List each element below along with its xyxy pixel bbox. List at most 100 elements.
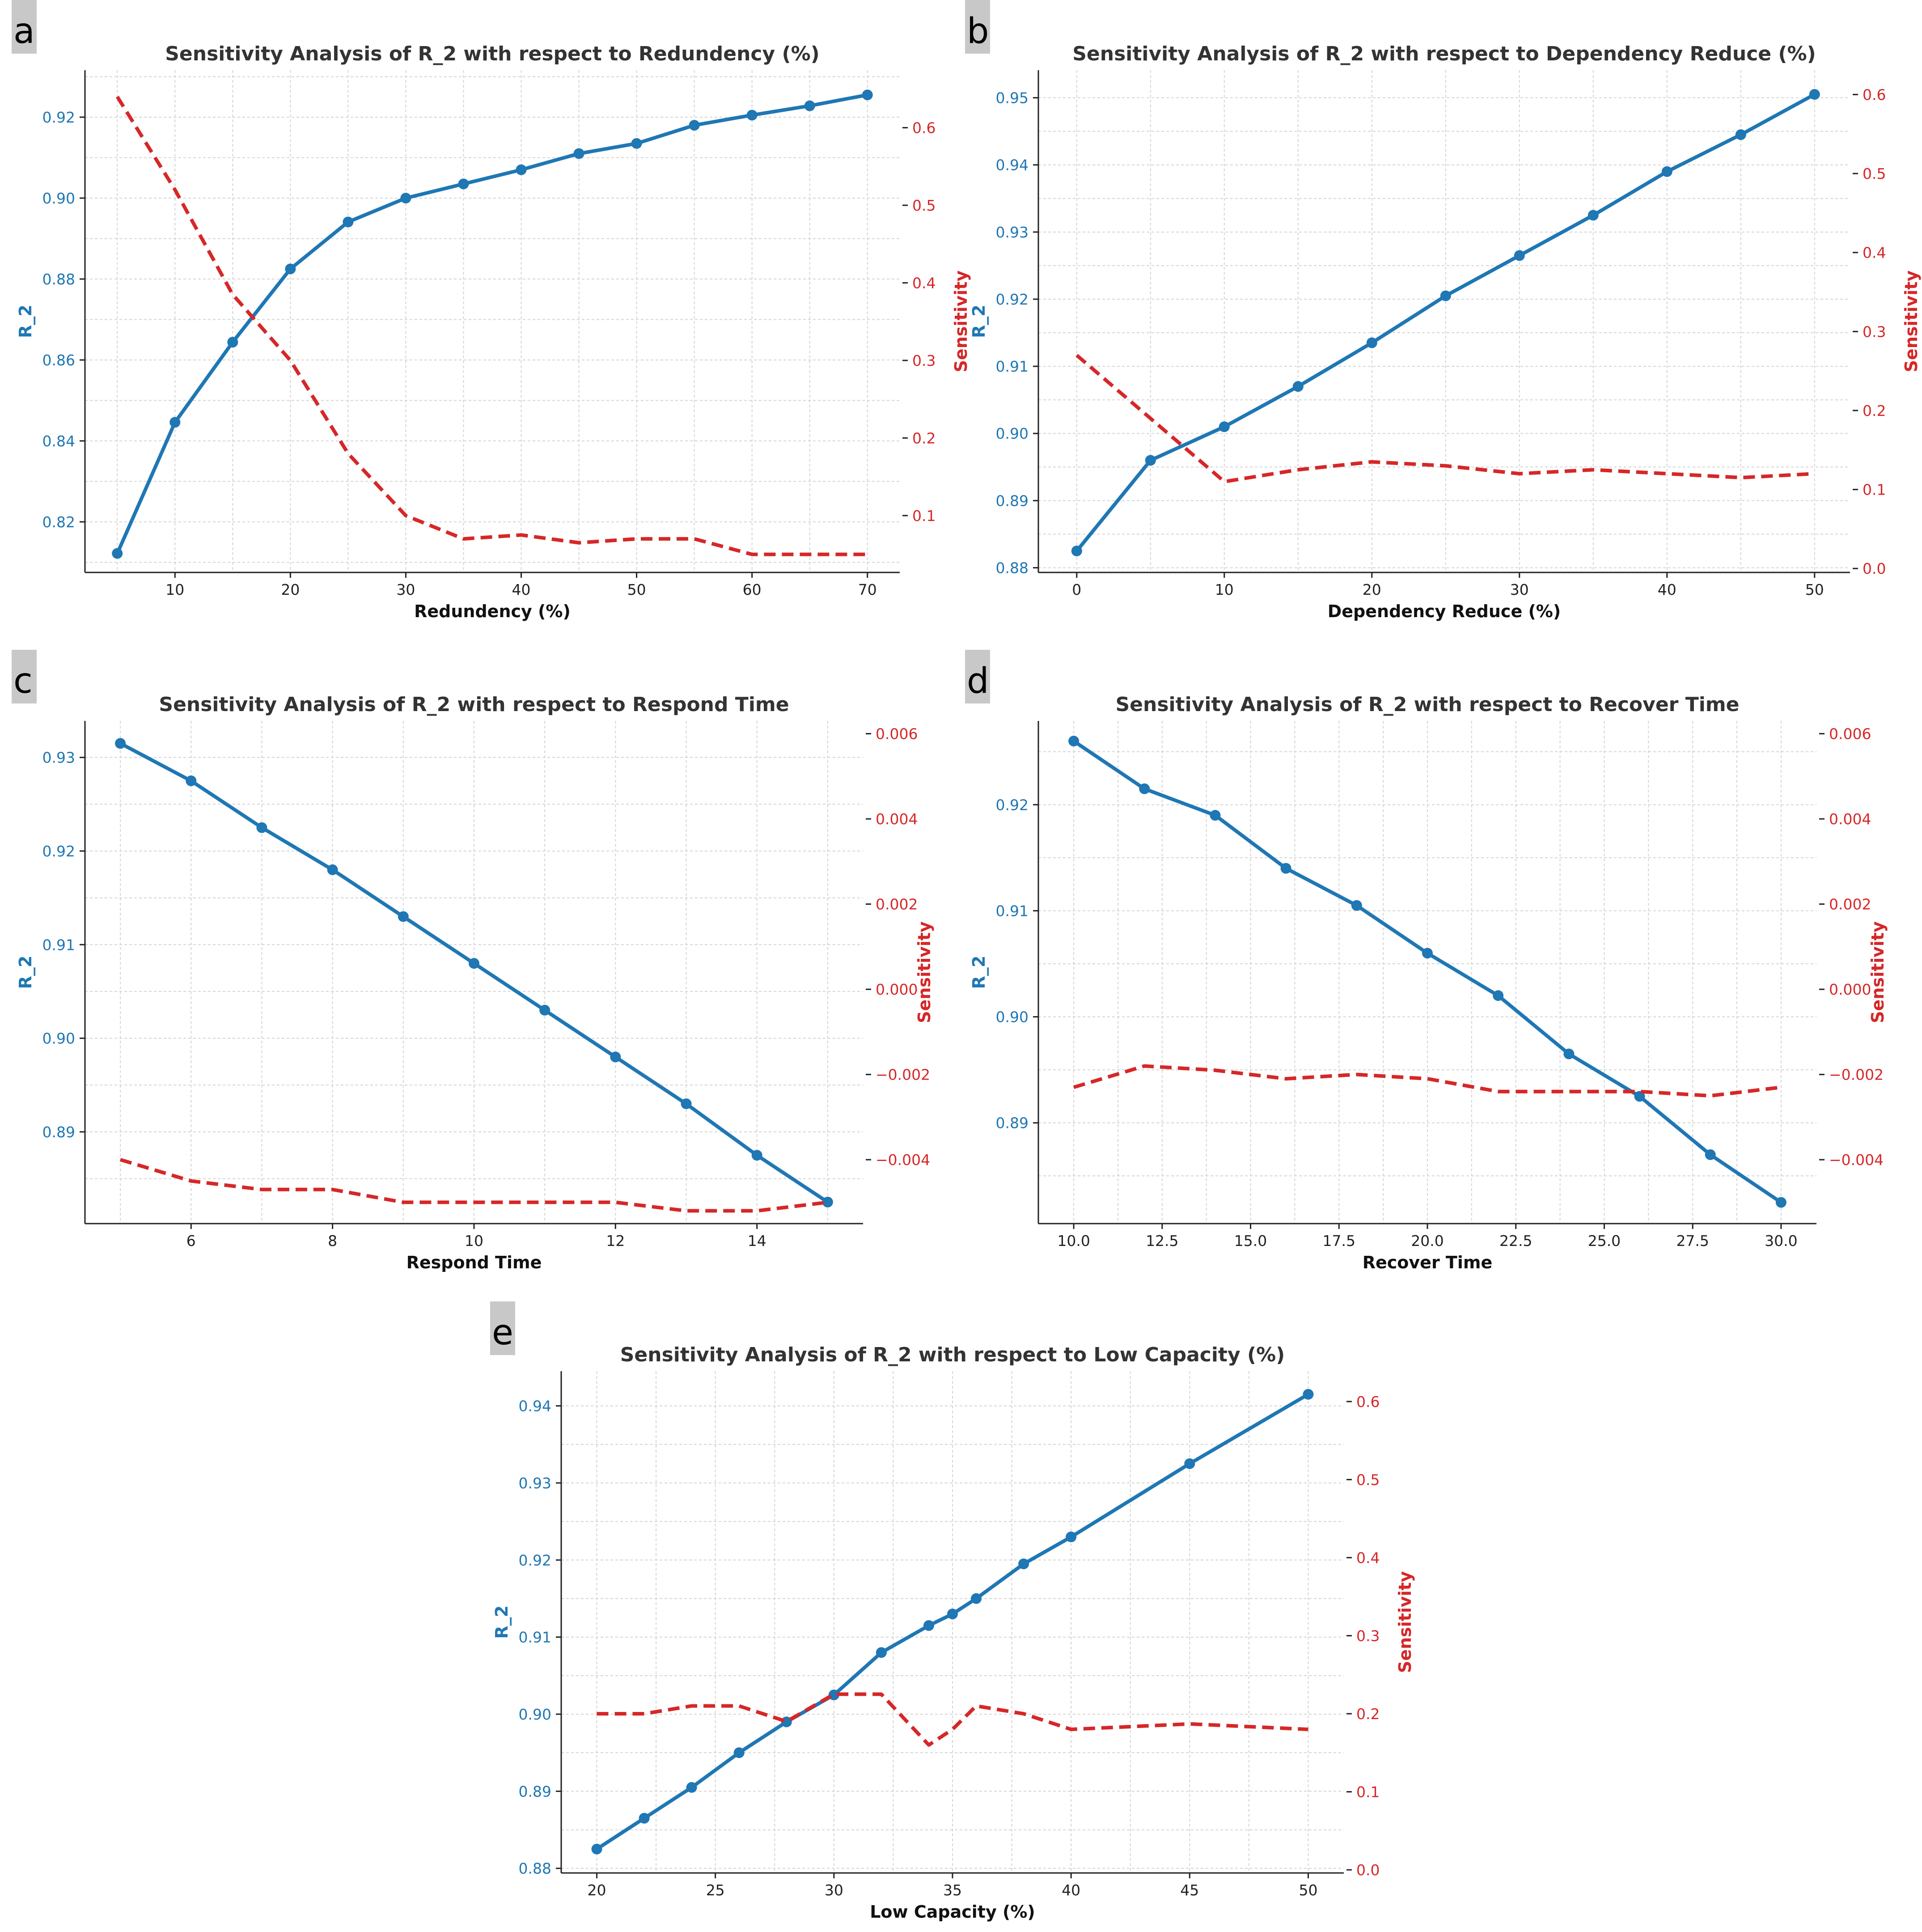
y-tick-label: 0.86 [42, 352, 75, 369]
y-axis-label: R_2 [16, 956, 35, 989]
r2-data-point [115, 738, 126, 749]
panel-label-box [965, 0, 990, 54]
y-axis-label: R_2 [16, 305, 35, 338]
panel-label-box [490, 1301, 515, 1355]
panel-label: c [13, 661, 33, 701]
x-axis-label: Low Capacity (%) [870, 1902, 1035, 1922]
x-axis-label: Recover Time [1363, 1253, 1493, 1272]
chart-title: Sensitivity Analysis of R_2 with respect… [1072, 42, 1816, 65]
x-tick-label: 70 [858, 581, 877, 598]
x-axis-label: Redundency (%) [414, 602, 571, 621]
r2-data-point [573, 148, 584, 159]
panel-b: b 0 10 20 30 40 50 0.88 0.89 0.90 0.91 0.92 0.93 0.94… [965, 0, 1921, 621]
r2-data-point [343, 216, 354, 228]
y-tick-label: 0.92 [42, 843, 75, 860]
y2-tick-label: 0.000 [876, 981, 918, 998]
x-tick-label: 45 [1180, 1881, 1199, 1899]
r2-data-point [733, 1747, 745, 1758]
y2-tick-label: 0.5 [1863, 165, 1886, 182]
y2-tick-label: 0.5 [1356, 1471, 1380, 1488]
panel-label-box [12, 0, 37, 54]
r2-data-point [469, 958, 479, 969]
sensitivity-line [115, 96, 868, 556]
panel-label: a [13, 11, 35, 51]
y-tick-label: 0.94 [519, 1398, 551, 1415]
y2-tick-label: 0.4 [1356, 1549, 1380, 1567]
y2-tick-label: 0.2 [1356, 1705, 1380, 1723]
y2-tick-label: 0.002 [1829, 896, 1871, 913]
y2-axis-label: Sensitivity [951, 270, 971, 372]
r2-data-point [1588, 210, 1599, 221]
x-tick-label: 0 [1072, 581, 1081, 598]
panel-d: d 10.0 12.5 15.0 17.5 20.0 22.5 25.0 27.5 30.0 0.8… [965, 650, 1888, 1272]
r2-data-point [1705, 1149, 1716, 1160]
panel-label: d [967, 661, 989, 701]
y2-tick-label: 0.002 [876, 896, 918, 913]
r2-data-point [1661, 166, 1672, 177]
sensitivity-line [1073, 1064, 1782, 1098]
x-tick-label: 50 [627, 581, 646, 598]
r2-data-point [1071, 545, 1082, 556]
r2-data-point [1735, 129, 1746, 140]
x-tick-label: 20 [588, 1881, 606, 1899]
y-tick-label: 0.90 [996, 425, 1029, 442]
r2-data-point [1145, 455, 1156, 466]
y2-tick-label: 0.3 [912, 352, 936, 369]
x-tick-label: 40 [1658, 581, 1676, 598]
r2-data-point [971, 1593, 982, 1604]
x-tick-label: 22.5 [1499, 1232, 1532, 1250]
r2-data-point [686, 1782, 697, 1793]
r2-data-point [1018, 1558, 1029, 1569]
y-tick-label: 0.90 [42, 190, 75, 207]
x-tick-label: 30 [825, 1881, 843, 1899]
r2-data-point [398, 911, 409, 922]
r2-data-point [112, 548, 123, 559]
y2-tick-label: −0.004 [876, 1151, 930, 1169]
r2-data-point [1292, 381, 1304, 392]
y-tick-label: 0.84 [42, 432, 75, 450]
r2-data-point [186, 775, 197, 786]
y2-axis-label: Sensitivity [1901, 270, 1921, 372]
r2-data-point [947, 1608, 958, 1619]
r2-data-point [327, 864, 338, 875]
y2-tick-label: 0.1 [1356, 1783, 1380, 1801]
y-tick-label: 0.92 [996, 291, 1029, 308]
r2-data-point [285, 263, 296, 275]
y2-tick-label: 0.5 [912, 197, 936, 214]
x-axis-label: Dependency Reduce (%) [1328, 602, 1561, 621]
y-tick-label: 0.82 [42, 513, 75, 531]
r2-data-point [689, 120, 700, 131]
y-tick-label: 0.91 [996, 902, 1029, 919]
r2-data-point [400, 192, 411, 203]
x-tick-label: 30 [1510, 581, 1529, 598]
r2-data-point [539, 1004, 550, 1016]
panel-label-box [965, 650, 990, 703]
r2-data-point [1493, 990, 1504, 1001]
y-tick-label: 0.88 [996, 559, 1029, 576]
y2-tick-label: 0.3 [1863, 323, 1886, 340]
x-tick-label: 14 [748, 1232, 766, 1250]
y2-axis-label: Sensitivity [1868, 921, 1888, 1023]
r2-data-point [1068, 736, 1080, 747]
r2-data-point [256, 822, 267, 833]
y-tick-label: 0.93 [42, 749, 75, 767]
r2-data-point [631, 138, 642, 149]
grid [561, 1371, 1344, 1873]
y-tick-label: 0.89 [996, 492, 1029, 509]
y2-tick-label: 0.0 [1863, 560, 1886, 577]
r2-data-point [1809, 89, 1820, 100]
x-tick-label: 50 [1299, 1881, 1317, 1899]
r2-data-point [1634, 1091, 1645, 1102]
r2-line [115, 93, 868, 555]
y2-tick-label: 0.004 [1829, 810, 1871, 828]
x-tick-label: 30 [396, 581, 415, 598]
y2-tick-label: 0.000 [1829, 981, 1871, 998]
y-tick-label: 0.93 [519, 1474, 551, 1492]
r2-data-point [1775, 1197, 1787, 1208]
y2-tick-label: 0.6 [1863, 86, 1886, 103]
r2-data-point [1366, 337, 1377, 348]
r2-data-point [1066, 1531, 1077, 1542]
x-tick-label: 10 [165, 581, 184, 598]
x-axis-label: Respond Time [406, 1253, 542, 1272]
